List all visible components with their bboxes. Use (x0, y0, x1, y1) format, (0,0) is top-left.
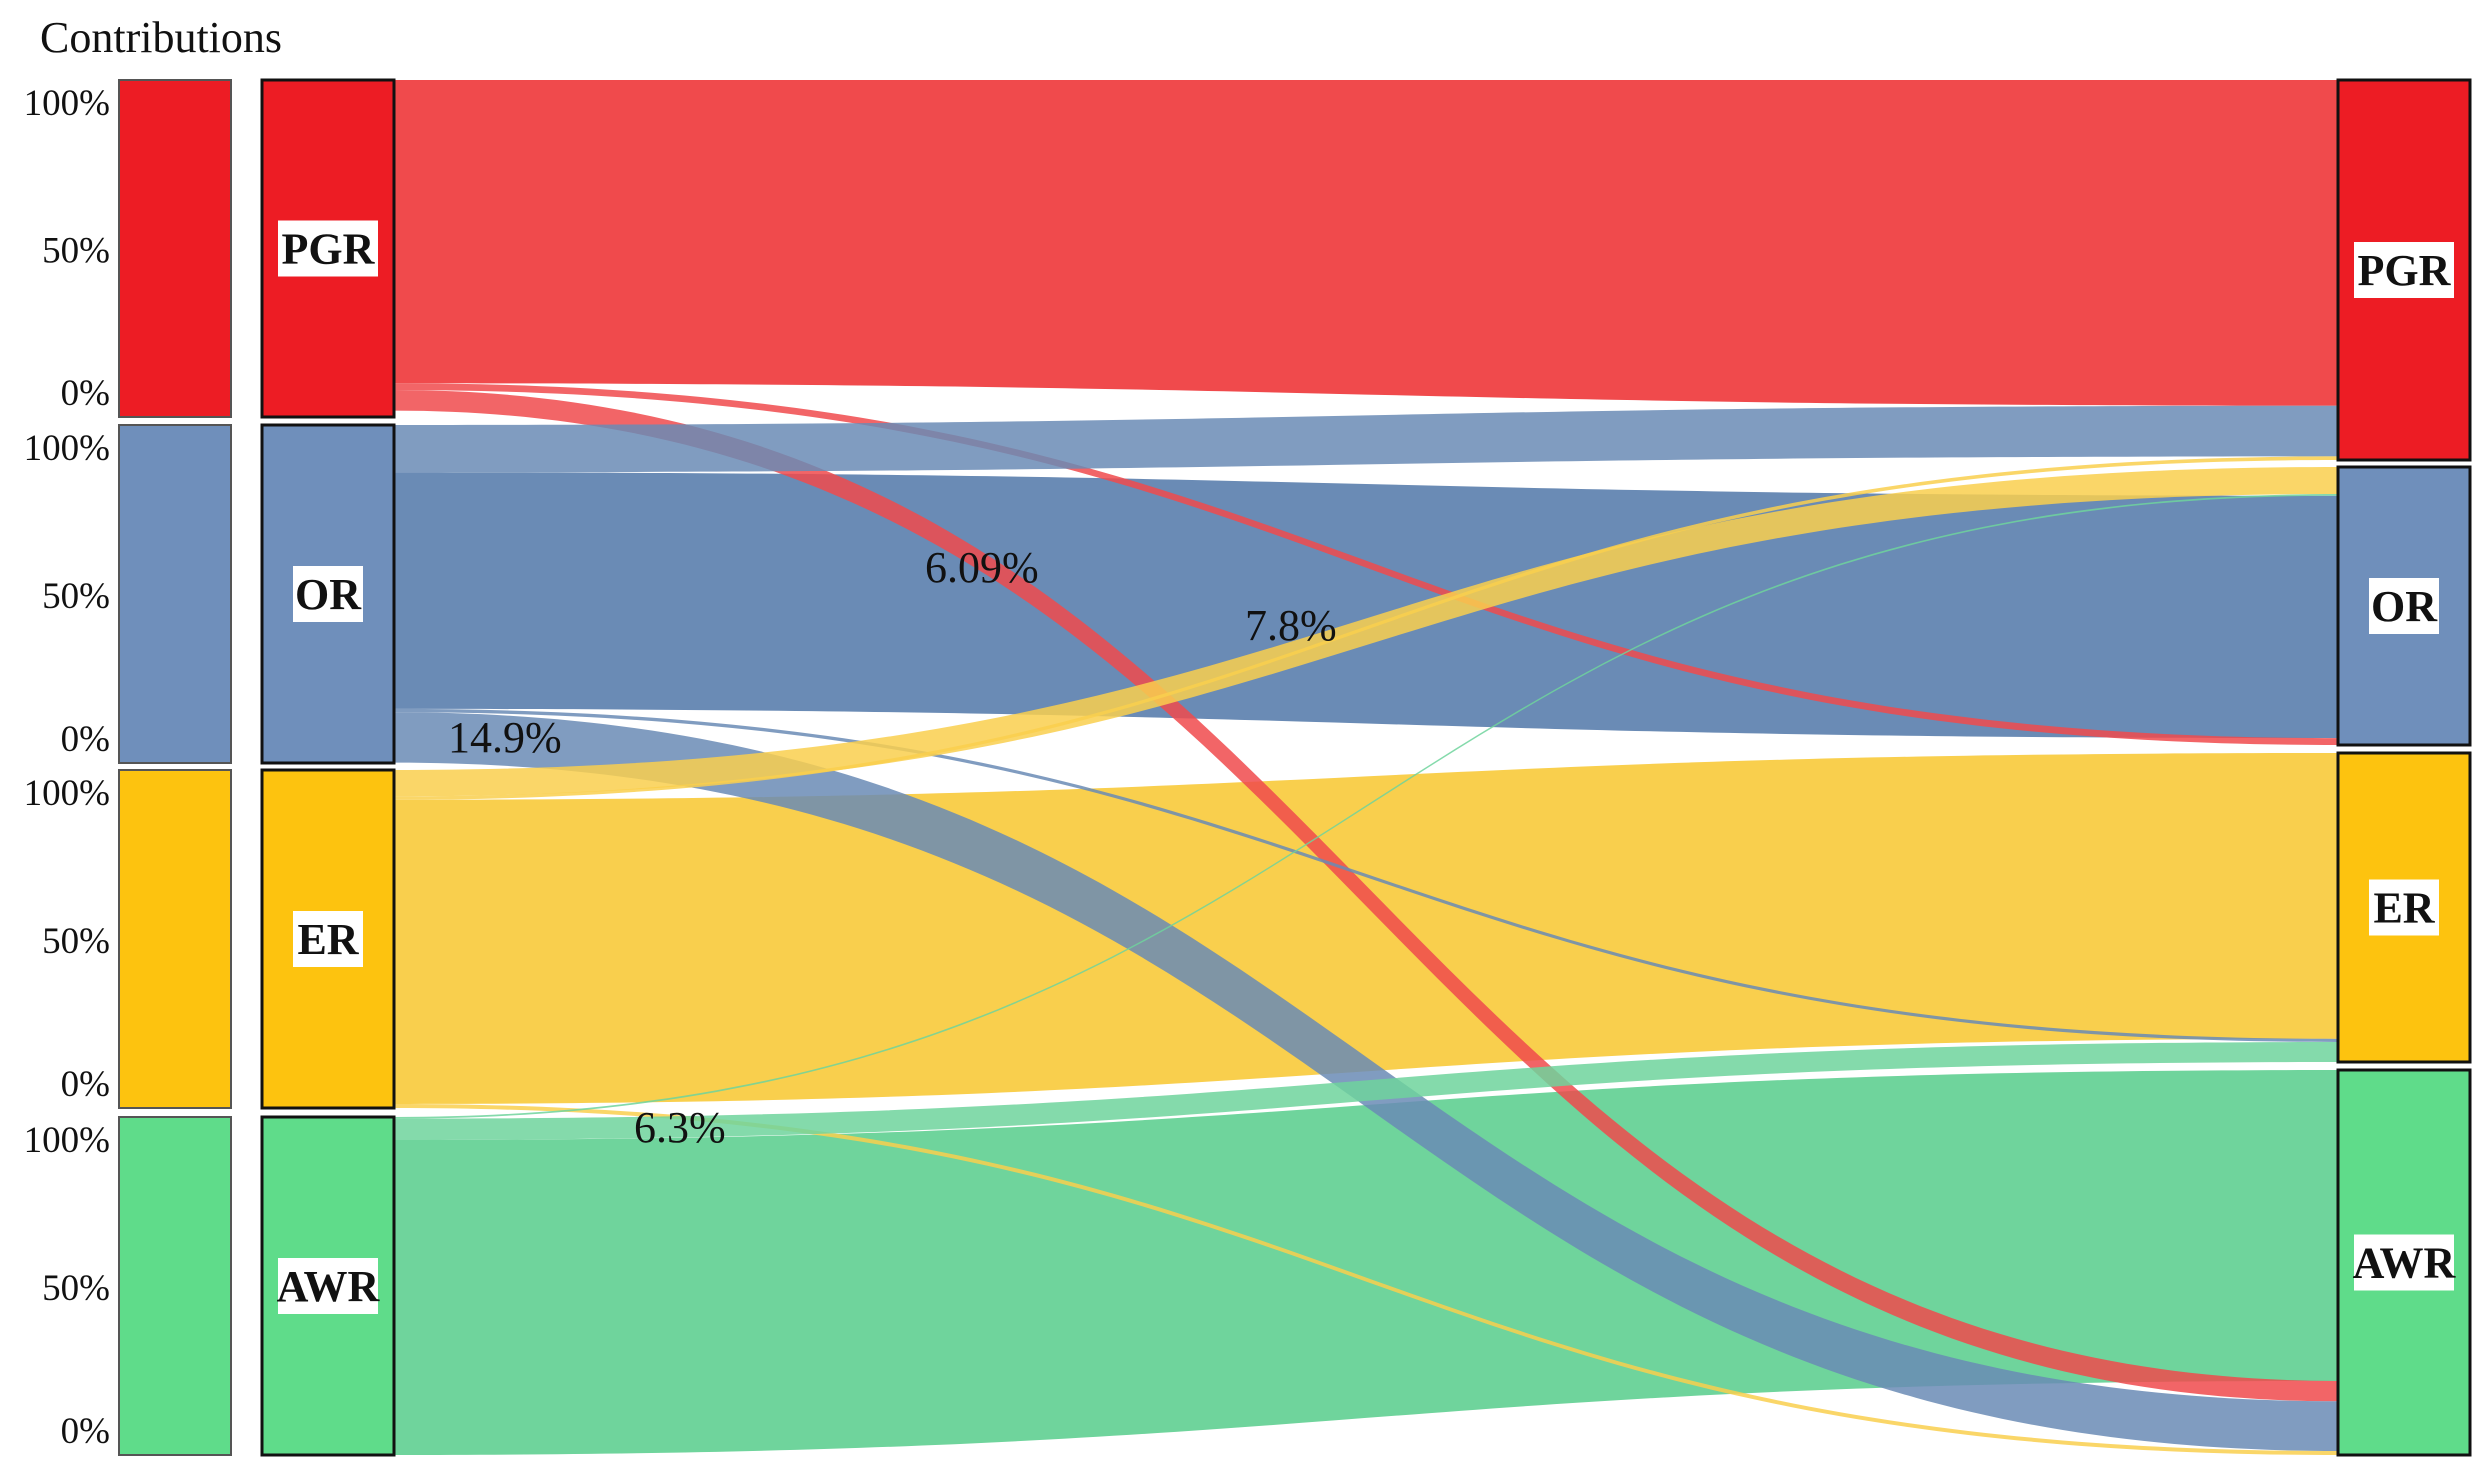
annotation-pgr-to-awr: 6.09% (925, 543, 1039, 592)
annotation-er-to-or: 7.8% (1245, 601, 1337, 650)
flow-er-to-er (394, 753, 2338, 1104)
target-node-label-pgr: PGR (2358, 246, 2452, 295)
contribution-bar-er (118, 769, 232, 1109)
axis-tick-or-0: 100% (24, 428, 110, 469)
contribution-bar-pgr (118, 79, 232, 418)
target-node-pgr: PGR (2336, 78, 2472, 462)
axis-tick-awr-0: 100% (24, 1120, 110, 1161)
flow-er-to-awr (394, 1103, 2338, 1455)
annotation-or-to-awr: 14.9% (448, 713, 562, 762)
annotation-labels: 6.09% 7.8% 14.9% 6.3% (448, 543, 1337, 1152)
flow-or-to-pgr (394, 405, 2338, 473)
source-node-pgr: PGR (260, 78, 396, 419)
target-node-or: OR (2336, 465, 2472, 747)
target-node-label-or: OR (2371, 582, 2438, 631)
axis-tick-awr-1: 50% (42, 1268, 110, 1309)
source-node-label-er: ER (297, 915, 359, 964)
axis-tick-pgr-1: 50% (42, 231, 110, 272)
axis-tick-or-1: 50% (42, 576, 110, 617)
axis-tick-er-0: 100% (24, 773, 110, 814)
source-node-label-awr: AWR (277, 1262, 381, 1311)
axis-tick-or-2: 0% (61, 719, 110, 760)
flow-awr-to-er (394, 1041, 2338, 1140)
flow-pgr-to-awr (394, 390, 2338, 1402)
chart-title: Contributions (40, 13, 282, 62)
node-columns: 100% 50% 0% 100% 50% 0% 100% 50% 0% 100% 50% 0% PGR O… (24, 78, 2472, 1457)
source-node-label-pgr: PGR (282, 225, 376, 274)
target-node-awr: AWR (2336, 1068, 2472, 1457)
annotation-awr-to-er: 6.3% (634, 1103, 726, 1152)
axis-tick-er-1: 50% (42, 921, 110, 962)
axis-tick-pgr-2: 0% (61, 373, 110, 414)
axis-tick-awr-2: 0% (61, 1411, 110, 1452)
flow-or-to-er (394, 708, 2338, 1042)
source-node-awr: AWR (260, 1115, 396, 1457)
target-node-er: ER (2336, 751, 2472, 1064)
flow-or-to-or (394, 472, 2338, 739)
contribution-bar-or (118, 424, 232, 764)
axis-tick-pgr-0: 100% (24, 83, 110, 124)
source-node-or: OR (260, 423, 396, 765)
target-node-label-er: ER (2373, 884, 2435, 933)
contribution-bar-awr (118, 1116, 232, 1456)
flow-pgr-to-or (394, 383, 2338, 745)
flow-pgr-to-pgr (394, 80, 2338, 406)
flow-er-to-or (394, 467, 2338, 797)
source-node-label-or: OR (295, 570, 362, 619)
target-node-label-awr: AWR (2353, 1239, 2457, 1288)
flow-awr-to-or (394, 494, 2338, 1119)
flow-bands (394, 80, 2338, 1455)
axis-tick-er-2: 0% (61, 1064, 110, 1105)
source-node-er: ER (260, 768, 396, 1110)
